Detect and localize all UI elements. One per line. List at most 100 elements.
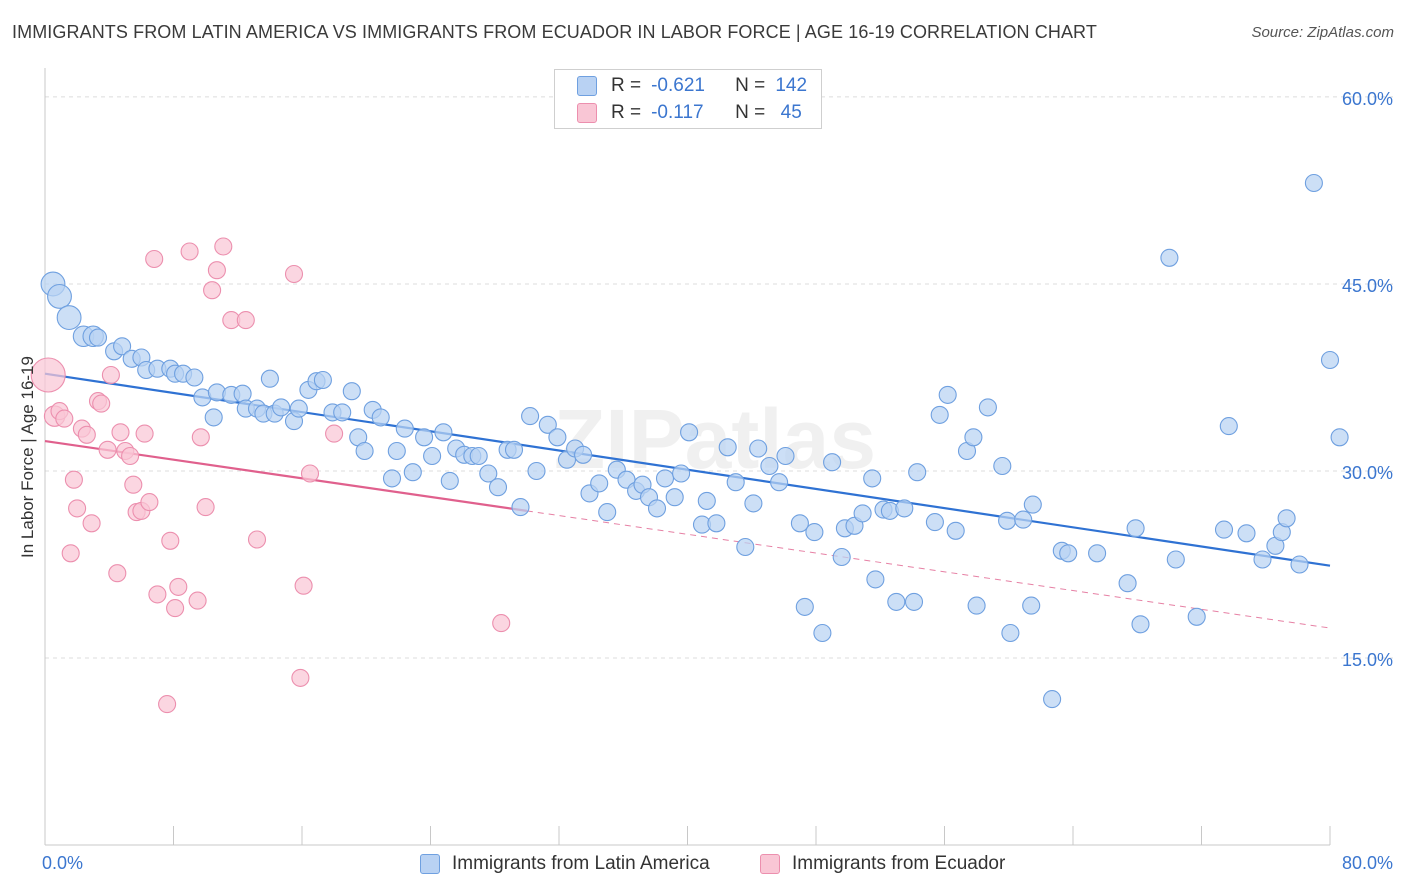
point-latin-america [998,511,1017,530]
tick-labels: 15.0% 30.0% 45.0% 60.0% 0.0% 80.0% [42,89,1393,873]
point-latin-america [853,504,872,523]
point-latin-america [1277,509,1296,528]
point-latin-america [1166,550,1185,569]
point-latin-america [823,453,842,472]
series-legend-latin-america: Immigrants from Latin America [420,852,710,876]
point-ecuador [30,357,66,393]
point-latin-america [1023,495,1042,514]
legend-row-ecuador: R = -0.117 N = 45 [577,101,811,125]
point-ecuador [124,475,143,494]
point-latin-america [204,408,223,427]
point-ecuador [300,464,320,483]
point-latin-america [1160,248,1179,267]
point-ecuador [148,585,167,604]
point-latin-america [415,428,434,447]
point-ecuador [203,281,222,300]
point-latin-america [56,305,82,331]
point-latin-america [776,446,795,466]
y-tick-label: 60.0% [1342,89,1393,109]
chart-source: Source: ZipAtlas.com [1251,24,1394,41]
point-latin-america [895,499,914,518]
point-ecuador [161,531,180,550]
point-latin-america [548,428,567,447]
point-latin-america [1001,623,1020,643]
series-legend-ecuador: Immigrants from Ecuador [760,852,1005,876]
point-ecuador [207,261,226,280]
point-ecuador [196,498,215,517]
point-latin-america [647,499,667,518]
point-latin-america [967,596,986,615]
point-ecuador [121,446,140,466]
grid-lines [45,96,1395,659]
point-latin-america [904,592,924,611]
point-latin-america [185,368,204,387]
point-latin-america [1290,555,1309,574]
point-latin-america [707,514,726,533]
point-latin-america [598,503,617,522]
legend-n-value: 45 [780,102,802,123]
point-ecuador [191,428,210,447]
point-latin-america [1088,544,1107,563]
point-latin-america [832,547,851,567]
point-latin-america [260,369,279,388]
point-latin-america [504,440,524,459]
point-latin-america [1330,428,1349,447]
point-latin-america [1131,615,1150,634]
point-latin-america [978,398,997,417]
point-ecuador [169,577,188,596]
point-latin-america [47,283,72,309]
point-latin-america [113,337,132,356]
legend-r-label: R = [611,102,642,123]
correlation-legend: R = -0.621 N = 142 R = -0.117 N = 45 [554,69,822,129]
point-ecuador [64,470,83,489]
point-ecuador [55,409,74,428]
point-latin-america [866,570,885,589]
point-ecuador [214,237,233,256]
legend-swatch-pink [577,103,597,123]
point-latin-america [371,408,390,427]
point-ecuador [325,424,344,443]
point-ecuador [77,425,96,444]
chart-title: IMMIGRANTS FROM LATIN AMERICA VS IMMIGRA… [12,22,1097,42]
point-ecuador [180,242,199,261]
watermark: ZIPatlas [554,392,876,486]
point-ecuador [158,695,177,714]
point-latin-america [790,514,809,533]
point-latin-america [993,456,1012,476]
point-latin-america [423,446,442,466]
legend-swatch-blue [577,76,597,96]
point-latin-america [795,597,814,616]
point-latin-america [863,469,882,488]
point-latin-america [233,384,252,403]
point-ecuador [61,544,80,563]
y-axis-label: In Labor Force | Age 16-19 [18,356,37,558]
point-ecuador [291,668,310,687]
x-tick-label: 0.0% [42,853,83,873]
point-latin-america [1304,173,1323,193]
point-latin-america [289,399,308,418]
point-latin-america [760,456,779,476]
point-latin-america [590,474,609,493]
point-latin-america [1187,607,1206,626]
point-latin-america [736,537,755,557]
point-latin-america [88,328,108,347]
point-latin-america [908,463,927,482]
point-latin-america [527,461,546,481]
series-name-ecuador: Immigrants from Ecuador [792,853,1006,874]
point-latin-america [697,491,716,510]
point-latin-america [749,439,768,458]
point-latin-america [813,623,832,643]
point-latin-america [469,446,488,466]
point-latin-america [655,469,675,488]
point-latin-america [382,469,402,488]
x-tick-label: 80.0% [1342,853,1393,873]
point-latin-america [574,445,593,464]
point-latin-america [1022,596,1041,615]
point-latin-america [1014,510,1033,529]
point-ecuador [188,591,207,610]
point-latin-america [770,473,789,492]
point-latin-america [930,405,949,424]
point-latin-america [403,463,422,482]
point-latin-america [672,464,691,483]
point-latin-america [488,478,508,497]
